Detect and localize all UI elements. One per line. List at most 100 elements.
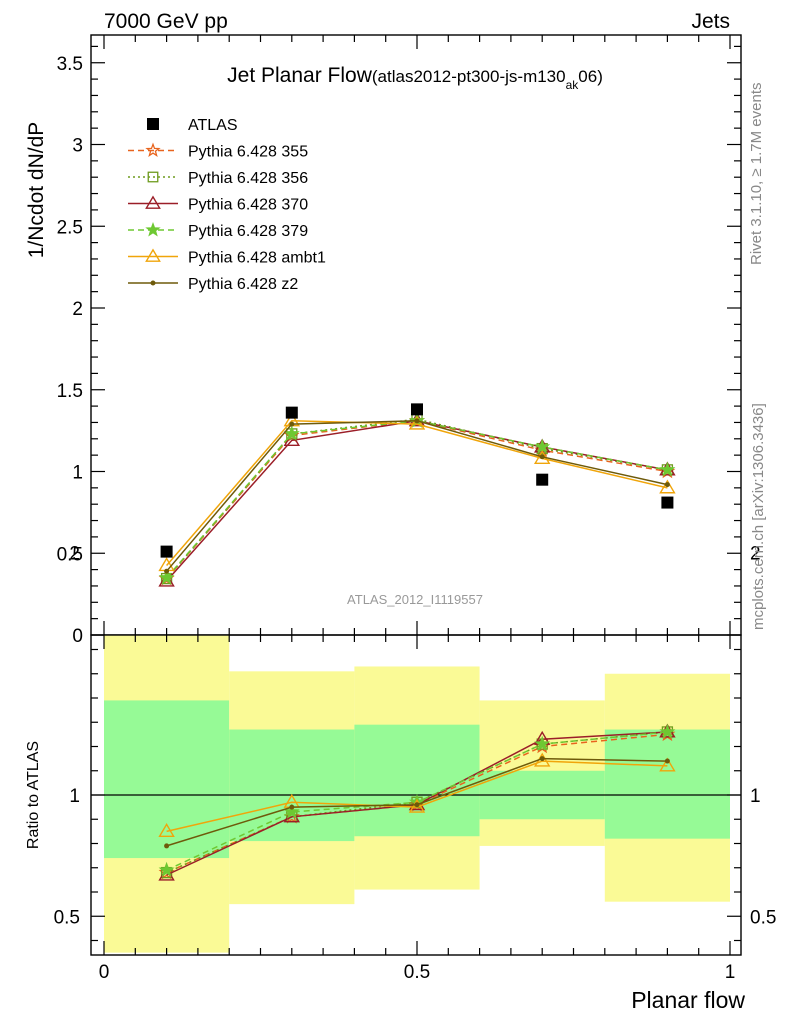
main-point-z2: [289, 421, 295, 427]
ratio-band-inner: [104, 700, 230, 859]
ratio-plot-area: [91, 635, 741, 953]
legend-entry: Pythia 6.428 356: [128, 170, 308, 187]
main-point-z2: [414, 418, 420, 424]
rivet-label: Rivet 3.1.10, ≥ 1.7M events: [748, 83, 765, 266]
main-series-p379: [158, 412, 676, 585]
main-y-tick-label: 3: [72, 136, 83, 157]
main-point-p379: [158, 569, 175, 585]
main-panel: 0 0.5 1 1.5 2 2.5 3 3.5 Jet Planar Flow(atlas20…: [25, 34, 742, 647]
ratio-y-tick-label-right: 0.5: [750, 907, 776, 928]
main-line-p370: [166, 420, 668, 582]
legend-label: Pythia 6.428 z2: [188, 276, 298, 293]
x-tick-label: 0: [99, 962, 110, 983]
main-point-ambt1: [408, 415, 426, 430]
main-y-tick-label: 3.5: [57, 54, 83, 75]
main-point-p379: [534, 438, 551, 454]
header-right: Jets: [691, 10, 730, 33]
main-y-tick-label: 2: [72, 299, 83, 320]
x-axis-label: Planar flow: [631, 987, 745, 1013]
legend-entry: Pythia 6.428 ambt1: [128, 248, 326, 267]
legend-marker: [150, 280, 156, 286]
x-tick-label: 1: [725, 962, 736, 983]
ratio-y-tick-label-left: 0.5: [54, 907, 80, 928]
atlas-data-point: [285, 406, 298, 419]
legend-marker-atlas: [147, 118, 159, 130]
main-y-tick-label: 2.5: [57, 217, 83, 238]
ratio-axis-ticks: 0.5 0.5 1 1 2 2 0 0.5 1: [54, 544, 777, 984]
ratio-band-inner: [354, 724, 480, 837]
main-title-sub-pre: (atlas2012-pt300-js-m130: [372, 67, 566, 86]
main-title-text: Jet Planar Flow: [227, 64, 373, 87]
main-line-p355: [166, 420, 668, 580]
ratio-point-p379: [659, 723, 676, 739]
ratio-point-z2: [289, 804, 295, 810]
main-series-ambt1: [158, 412, 676, 572]
x-tick-label: 0.5: [404, 962, 430, 983]
main-axis-ticks: 0 0.5 1 1.5 2 2.5 3 3.5: [57, 35, 741, 647]
ratio-point-ambt1: [408, 798, 426, 813]
ratio-y-tick-label-left: 1: [69, 786, 80, 807]
ratio-point-ambt1: [659, 757, 676, 772]
main-line-p356: [166, 418, 668, 580]
legend-label: ATLAS: [188, 117, 238, 134]
atlas-data-point: [661, 496, 674, 509]
main-point-z2: [664, 482, 670, 488]
ratio-y-axis-label: Ratio to ATLAS: [25, 741, 42, 849]
ratio-point-ambt1: [158, 822, 175, 837]
header-left: 7000 GeV pp: [104, 10, 228, 33]
legend-label: Pythia 6.428 356: [188, 170, 308, 187]
atlas-data-point: [536, 473, 549, 486]
main-y-tick-label: 1: [72, 463, 83, 484]
legend: ATLAS Pythia 6.428 355 Pythia 6.428 356 Pyt…: [128, 117, 326, 293]
ratio-point-z2: [414, 802, 420, 808]
ratio-point-p379: [283, 803, 300, 819]
ratio-point-p379: [158, 861, 175, 877]
legend-label: Pythia 6.428 370: [188, 197, 308, 214]
legend-entry: Pythia 6.428 370: [128, 195, 308, 214]
watermark: ATLAS_2012_I1119557: [347, 592, 483, 607]
ratio-y-tick-label-right: 2: [750, 544, 761, 565]
legend-entry: Pythia 6.428 379: [128, 221, 308, 240]
main-title-sub-post: 06): [578, 67, 603, 86]
legend-label: Pythia 6.428 379: [188, 223, 308, 240]
main-y-tick-label: 0: [72, 626, 83, 647]
main-title: Jet Planar Flow(atlas2012-pt300-js-m130a…: [227, 64, 603, 92]
legend-marker: [145, 142, 161, 158]
main-line-ambt1: [166, 420, 668, 566]
legend-label: Pythia 6.428 355: [188, 144, 308, 161]
ratio-y-tick-label-right: 1: [750, 786, 761, 807]
main-y-tick-label: 1.5: [57, 381, 83, 402]
atlas-data-point: [160, 545, 173, 558]
main-series-p356: [160, 413, 674, 585]
legend-entry: ATLAS: [147, 117, 238, 134]
main-plot-area: [158, 403, 676, 587]
main-point-p379: [283, 425, 300, 441]
main-series-p355: [158, 412, 676, 586]
legend-marker: [145, 195, 161, 209]
main-point-z2: [164, 568, 170, 574]
mcplots-label: mcplots.cern.ch [arXiv:1306.3436]: [750, 403, 767, 630]
legend-marker: [145, 248, 161, 262]
legend-entry: Pythia 6.428 z2: [128, 276, 298, 293]
ratio-panel: 0.5 0.5 1 1 2 2 0 0.5 1 Ratio to ATLAS Planar fl…: [25, 544, 776, 1014]
main-series-atlas: [160, 403, 674, 558]
main-y-axis-label: 1/Ncdot dN/dP: [25, 122, 48, 259]
legend-entry: Pythia 6.428 355: [128, 142, 308, 161]
legend-marker: [145, 221, 161, 237]
ratio-band-inner: [229, 729, 355, 842]
main-point-z2: [539, 454, 545, 460]
main-series-z2: [164, 418, 670, 574]
main-series-p370: [158, 412, 676, 587]
legend-label: Pythia 6.428 ambt1: [188, 250, 326, 267]
main-line-p379: [166, 420, 668, 579]
ratio-point-p379: [534, 735, 551, 751]
main-point-ambt1: [659, 479, 676, 494]
main-y-tick-label: 0.5: [57, 544, 83, 565]
ratio-y-tick-label-left: 2: [69, 544, 80, 565]
ratio-point-z2: [539, 756, 545, 762]
atlas-data-point: [411, 403, 423, 416]
ratio-point-z2: [164, 843, 170, 849]
ratio-series-z2: [164, 756, 670, 849]
legend-marker: [147, 171, 159, 183]
